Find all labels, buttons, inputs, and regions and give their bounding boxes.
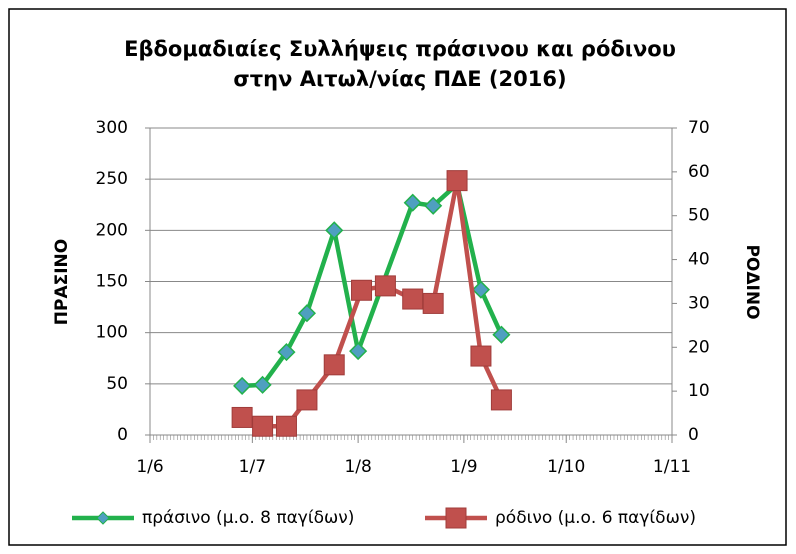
legend-label: πράσινο (μ.ο. 8 παγίδων) [142, 508, 354, 528]
y2-tick-label: 70 [688, 118, 710, 138]
marker [471, 280, 491, 299]
marker [490, 389, 512, 411]
marker [403, 193, 422, 212]
y2-tick-label: 30 [688, 293, 710, 313]
y-tick-label: 50 [106, 374, 128, 394]
x-tick-label: 1/7 [239, 457, 266, 477]
legend-marker [445, 507, 467, 529]
y-tick-label: 200 [96, 220, 128, 240]
y2-tick-label: 40 [688, 250, 710, 270]
x-tick-label: 1/6 [136, 457, 163, 477]
y2-tick-label: 10 [688, 381, 710, 401]
marker [325, 221, 344, 240]
marker [323, 354, 345, 376]
marker [275, 415, 297, 437]
marker [446, 170, 468, 192]
y-tick-label: 250 [96, 169, 128, 189]
marker [402, 288, 424, 310]
legend-marker [96, 511, 110, 525]
y-tick-label: 300 [96, 118, 128, 138]
chart-title: στην Αιτωλ/νίας ΠΔΕ (2016) [233, 67, 566, 91]
marker [422, 292, 444, 314]
marker [424, 196, 443, 215]
legend-label: ρόδινο (μ.ο. 6 παγίδων) [495, 508, 696, 528]
x-tick-label: 1/10 [547, 457, 585, 477]
chart-title: Εβδομαδιαίες Συλλήψεις πράσινου και ρόδι… [124, 37, 676, 61]
marker [296, 389, 318, 411]
y-axis-title: ΠΡΑΣΙΝΟ [52, 239, 72, 325]
marker [297, 304, 317, 323]
marker [233, 376, 252, 395]
marker [374, 275, 396, 297]
marker [252, 415, 274, 437]
x-tick-label: 1/11 [653, 457, 691, 477]
y2-tick-label: 20 [688, 337, 710, 357]
marker [349, 342, 368, 361]
y2-tick-label: 50 [688, 206, 710, 226]
marker [492, 325, 511, 344]
y2-tick-label: 0 [688, 425, 699, 445]
marker [253, 375, 272, 394]
x-tick-label: 1/9 [450, 457, 477, 477]
marker [470, 345, 492, 367]
x-tick-label: 1/8 [344, 457, 371, 477]
y2-axis-title: ΡΟΔΙΝΟ [742, 244, 762, 319]
chart-frame [8, 8, 787, 546]
y2-tick-label: 60 [688, 162, 710, 182]
y-tick-label: 100 [96, 323, 128, 343]
marker [351, 279, 373, 301]
y-tick-label: 0 [117, 425, 128, 445]
y-tick-label: 150 [96, 272, 128, 292]
marker [277, 343, 296, 362]
marker [231, 406, 253, 428]
